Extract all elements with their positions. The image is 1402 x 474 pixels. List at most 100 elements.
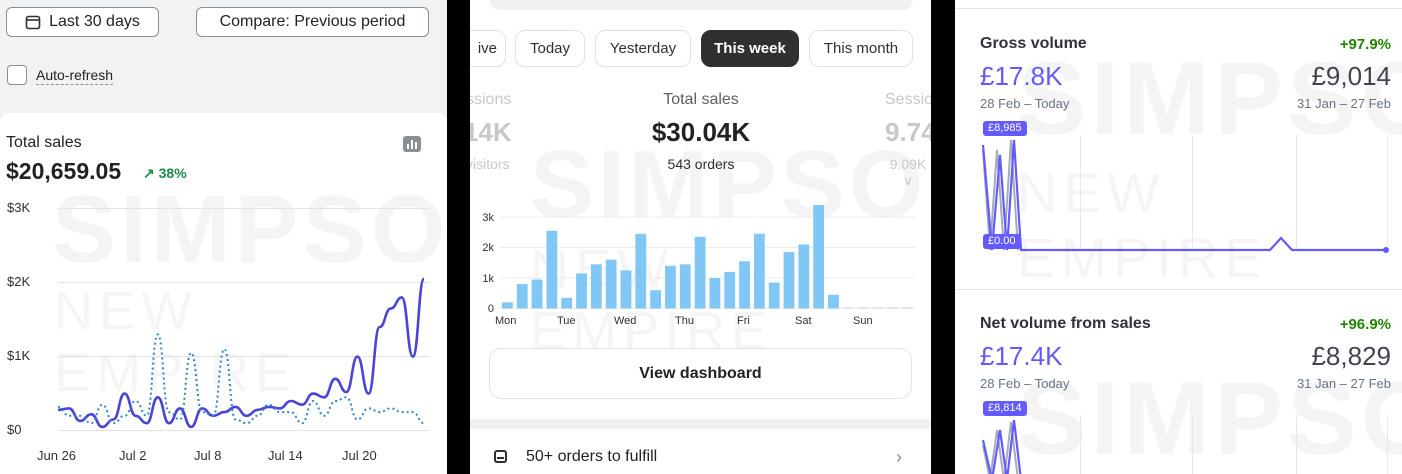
bar[interactable] <box>605 259 617 309</box>
sales-delta: 38% <box>158 165 187 181</box>
y-tick: $1K <box>7 348 31 363</box>
bar[interactable] <box>768 282 780 309</box>
sessions-title-right: Sessio <box>885 91 931 108</box>
net-volume-title[interactable]: Net volume from sales <box>980 315 1151 332</box>
bar[interactable] <box>546 230 558 309</box>
x-tick: Thu <box>675 315 694 327</box>
bar[interactable] <box>679 264 691 309</box>
current-period-line <box>58 277 426 429</box>
card-title: Total sales <box>6 134 82 151</box>
bar[interactable] <box>798 244 810 309</box>
bar[interactable] <box>576 273 587 309</box>
date-range-button[interactable]: Last 30 days <box>6 7 159 37</box>
bar[interactable] <box>753 233 765 309</box>
bar[interactable] <box>531 279 543 309</box>
bar[interactable] <box>828 294 839 309</box>
bar[interactable] <box>887 307 899 309</box>
y-tick: 0 <box>487 303 494 315</box>
bar[interactable] <box>665 265 676 309</box>
net-volume-prev-value: £8,829 <box>1311 341 1391 371</box>
x-tick: Jul 20 <box>342 448 377 463</box>
analytics-panel-middle: ive Today Yesterday This week This month… <box>470 0 931 474</box>
x-tick: Sun <box>853 315 873 327</box>
tab-label: Today <box>529 40 571 57</box>
chevron-right-icon[interactable]: › <box>896 447 902 467</box>
bar[interactable] <box>635 233 647 309</box>
section-divider <box>470 419 931 429</box>
total-sales-value: $30.04K <box>651 117 751 147</box>
bar[interactable] <box>502 302 513 309</box>
auto-refresh-checkbox[interactable] <box>7 65 27 85</box>
view-dashboard-button[interactable]: View dashboard <box>489 348 912 399</box>
gross-volume-chart <box>981 139 1389 253</box>
gross-volume-prev-range: 31 Jan – 27 Feb <box>1297 96 1391 111</box>
bar[interactable] <box>872 307 884 309</box>
compare-button[interactable]: Compare: Previous period <box>196 7 429 37</box>
total-sales-orders: 543 orders <box>667 156 735 172</box>
bar[interactable] <box>783 252 795 309</box>
tab-label: This week <box>714 40 786 57</box>
gross-volume-prev-value: £9,014 <box>1311 61 1391 91</box>
orders-to-fulfill-link[interactable]: 50+ orders to fulfill <box>526 448 658 465</box>
bar[interactable] <box>902 307 913 309</box>
search-bar[interactable] <box>490 0 913 10</box>
date-range-label: Last 30 days <box>49 13 140 30</box>
x-tick: Tue <box>557 315 576 327</box>
x-tick: Sat <box>795 315 812 327</box>
x-tick: Fri <box>737 315 750 327</box>
bar[interactable] <box>857 307 869 309</box>
tab-live[interactable]: ive <box>470 30 506 67</box>
sessions-sub-right: 9.09K v <box>889 156 927 188</box>
net-volume-delta: +96.9% <box>1339 316 1391 333</box>
bar[interactable] <box>650 290 662 309</box>
gross-volume-range: 28 Feb – Today <box>980 96 1070 111</box>
bar[interactable] <box>813 205 825 309</box>
min-value-tag: £0.00 <box>983 234 1021 249</box>
x-tick: Jul 8 <box>194 448 222 463</box>
sales-line-chart <box>58 277 426 429</box>
bar[interactable] <box>842 307 854 309</box>
gross-volume-value: £17.8K <box>980 61 1063 91</box>
bar[interactable] <box>709 278 721 309</box>
tab-label: Yesterday <box>609 40 677 57</box>
analytics-panel-left: Last 30 days Compare: Previous period Au… <box>0 0 447 474</box>
y-tick: 1k <box>482 273 494 285</box>
gross-volume-delta: +97.9% <box>1339 36 1391 53</box>
sales-delta-badge: ↗ 38% <box>143 165 187 182</box>
x-tick: Jun 26 <box>37 448 77 463</box>
compare-label: Compare: Previous period <box>219 13 406 30</box>
analytics-panel-right: SIMPSON NEW EMPIRE SIMPSON Gross volume … <box>955 0 1402 474</box>
bar[interactable] <box>739 261 750 309</box>
tab-yesterday[interactable]: Yesterday <box>595 30 691 67</box>
net-volume-prev-range: 31 Jan – 27 Feb <box>1297 376 1391 391</box>
y-tick: $2K <box>7 274 31 289</box>
sales-value: $20,659.05 <box>6 158 122 184</box>
bar[interactable] <box>561 297 573 309</box>
previous-period-line <box>58 333 425 425</box>
tab-label: ive <box>477 40 497 57</box>
sales-bar-chart <box>500 205 915 309</box>
bar[interactable] <box>620 270 632 309</box>
tab-this-month[interactable]: This month <box>809 30 913 67</box>
bar[interactable] <box>724 271 736 309</box>
bar[interactable] <box>694 236 706 309</box>
x-tick: Jul 14 <box>268 448 303 463</box>
inbox-icon <box>494 450 507 463</box>
y-tick: $0 <box>7 422 22 437</box>
bar-chart-icon[interactable] <box>403 136 421 152</box>
auto-refresh-label[interactable]: Auto-refresh <box>36 67 114 85</box>
bar[interactable] <box>590 264 602 309</box>
total-sales-title: Total sales <box>663 91 739 108</box>
net-volume-range: 28 Feb – Today <box>980 376 1070 391</box>
tab-today[interactable]: Today <box>515 30 585 67</box>
sessions-sub: visitors <box>470 156 510 172</box>
sessions-value-right: 9.74 <box>885 117 931 147</box>
calendar-icon <box>25 15 41 30</box>
x-tick: Mon <box>495 315 517 327</box>
sessions-title: ssions <box>470 91 512 108</box>
net-volume-chart <box>981 419 1022 474</box>
bar[interactable] <box>516 284 528 309</box>
max-value-tag: £8,985 <box>983 121 1027 136</box>
gross-volume-title[interactable]: Gross volume <box>980 35 1087 52</box>
tab-this-week[interactable]: This week <box>701 30 799 67</box>
